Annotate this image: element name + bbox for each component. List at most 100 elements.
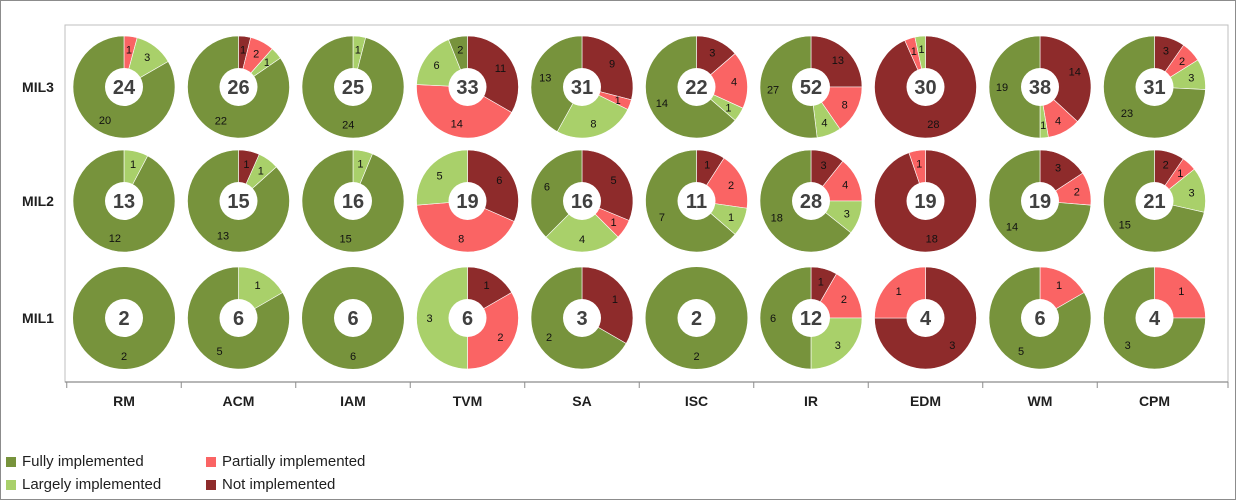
donut-hole [792, 68, 830, 106]
slice-value-label: 8 [590, 118, 596, 130]
slice-value-label: 28 [927, 119, 939, 131]
legend-label-partially: Partially implemented [222, 453, 366, 470]
slice-value-label: 15 [339, 233, 351, 245]
slice-fully [759, 266, 812, 370]
legend-item-largely: Largely implemented [6, 476, 161, 493]
slice-fully [759, 35, 818, 139]
slice-value-label: 9 [609, 59, 615, 71]
donut-total-label: 6 [347, 308, 358, 330]
slice-value-label: 1 [1178, 286, 1184, 298]
slice-value-label: 4 [842, 180, 848, 192]
donut-mil3-acm: 1 21 22 26 [187, 35, 290, 139]
slice-value-label: 3 [949, 340, 955, 352]
slice-value-label: 5 [1018, 346, 1024, 358]
slice-value-label: 1 [611, 217, 617, 229]
slice-fully [530, 35, 583, 133]
slice-value-label: 1 [355, 44, 361, 56]
slice-value-label: 19 [996, 82, 1008, 94]
donut-total-label: 11 [686, 191, 707, 213]
slice-value-label: 8 [458, 233, 464, 245]
row-label-mil1: MIL1 [22, 310, 54, 326]
donut-mil3-wm: 14 41 19 38 [988, 35, 1092, 139]
slice-value-label: 6 [433, 60, 439, 72]
slice-value-label: 14 [1069, 67, 1081, 79]
donut-total-label: 24 [113, 77, 136, 99]
slice-value-label: 11 [495, 63, 506, 75]
donut-mil2-rm: 1 12 13 [72, 149, 176, 253]
slice-value-label: 27 [767, 84, 779, 96]
donut-mil3-ir: 13 8 4 27 52 [759, 35, 863, 139]
legend-item-partially: Partially implemented [206, 453, 365, 470]
donut-hole [448, 68, 487, 106]
slice-value-label: 2 [1179, 56, 1185, 68]
slice-value-label: 14 [656, 98, 668, 110]
slice-value-label: 3 [144, 52, 150, 64]
donut-hole [677, 182, 716, 220]
donut-mil2-tvm: 6 8 5 19 [416, 149, 519, 253]
slice-value-label: 15 [1119, 220, 1131, 232]
slice-value-label: 7 [659, 212, 665, 224]
slice-value-label: 4 [731, 77, 737, 89]
slice-value-label: 1 [254, 280, 260, 292]
donut-hole [448, 182, 487, 220]
legend-swatch-not [206, 479, 216, 490]
donut-total-label: 15 [227, 191, 249, 213]
donut-hole [1135, 68, 1174, 106]
donut-hole [105, 68, 143, 106]
donut-hole [1021, 182, 1059, 220]
donut-total-label: 6 [233, 308, 244, 330]
donut-total-label: 31 [571, 77, 593, 99]
slice-largely [416, 266, 468, 370]
donut-mil2-iam: 1 15 16 [301, 149, 405, 253]
legend-label-fully: Fully implemented [22, 453, 144, 470]
slice-value-label: 18 [771, 212, 783, 224]
slice-value-label: 5 [611, 175, 617, 187]
donut-total-label: 13 [113, 191, 135, 213]
slice-value-label: 1 [918, 44, 924, 56]
slice-partially [695, 53, 748, 109]
donut-mil1-isc: 22 [645, 267, 748, 369]
slice-value-label: 3 [1163, 46, 1169, 58]
donut-hole [219, 68, 258, 106]
slice-not [874, 266, 977, 370]
slice-value-label: 3 [1188, 188, 1194, 200]
donut-mil2-sa: 5 1 4 6 16 [530, 149, 634, 253]
donut-total-label: 38 [1029, 77, 1051, 99]
slice-value-label: 13 [539, 72, 551, 84]
donut-hole [1021, 68, 1059, 106]
donut-total-label: 19 [456, 191, 478, 213]
donut-mil3-sa: 9 1 8 13 31 [530, 35, 634, 139]
column-label-wm: WM [1028, 393, 1053, 409]
slice-value-label: 1 [911, 46, 917, 58]
column-label-isc: ISC [685, 393, 708, 409]
donut-mil2-acm: 11 13 15 [187, 149, 290, 253]
slice-fully [988, 35, 1041, 139]
donut-hole [334, 182, 372, 220]
slice-value-label: 1 [240, 44, 246, 56]
slice-fully [1103, 266, 1206, 370]
slice-value-label: 1 [264, 57, 270, 69]
slice-value-label: 4 [821, 118, 827, 130]
donut-total-label: 22 [685, 77, 707, 99]
donut-total-label: 6 [462, 308, 473, 330]
donut-hole [334, 68, 372, 106]
donut-total-label: 31 [1143, 77, 1165, 99]
column-label-ir: IR [804, 393, 818, 409]
legend-swatch-largely [6, 479, 16, 490]
slice-value-label: 1 [357, 159, 363, 171]
donut-mil1-rm: 22 [73, 267, 175, 369]
slice-value-label: 2 [457, 45, 463, 57]
donut-hole [448, 299, 487, 337]
donut-total-label: 4 [920, 308, 932, 330]
row-label-mil3: MIL3 [22, 79, 54, 95]
slice-value-label: 1 [615, 95, 621, 107]
slice-value-label: 1 [725, 103, 731, 115]
slice-value-label: 6 [544, 181, 550, 193]
donut-mil3-isc: 3 4 1 14 22 [645, 35, 748, 139]
donut-hole [334, 299, 372, 337]
donut-total-label: 28 [800, 191, 822, 213]
donut-hole [792, 299, 830, 337]
legend-item-not: Not implemented [206, 476, 335, 493]
column-label-tvm: TVM [453, 393, 483, 409]
